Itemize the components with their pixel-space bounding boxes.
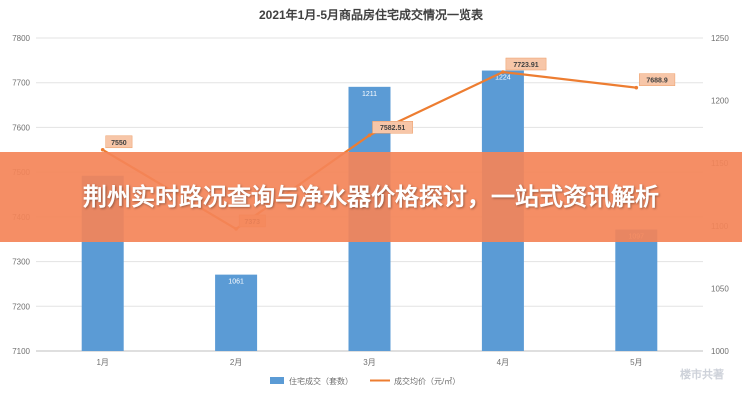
line-value-label-box [505, 57, 547, 71]
y-left-tick-label: 7800 [12, 34, 30, 43]
y-left-tick-label: 7700 [12, 79, 30, 88]
y-right-tick-label: 1000 [711, 347, 729, 356]
y-left-tick-label: 7100 [12, 347, 30, 356]
chart-title: 2021年1月-5月商品房住宅成交情况一览表 [259, 7, 484, 22]
y-right-tick-label: 1050 [711, 284, 729, 293]
legend-label-bar: 住宅成交（套数） [289, 376, 353, 386]
x-tick-label: 4月 [497, 358, 509, 367]
line-point [100, 147, 105, 152]
line-value-label: 7582.51 [380, 125, 405, 132]
line-value-label-box [105, 135, 133, 149]
bar-value-label: 1211 [362, 91, 377, 98]
bar-value-label: 1224 [495, 75, 511, 82]
y-left-tick-label: 7200 [12, 302, 30, 311]
line-value-label-box [372, 120, 413, 134]
x-tick-label: 2月 [230, 358, 242, 367]
y-right-tick-label: 1250 [711, 34, 729, 43]
y-left-tick-label: 7300 [12, 258, 30, 267]
x-tick-label: 3月 [363, 358, 375, 367]
y-right-tick-label: 1200 [711, 97, 729, 106]
legend-swatch-bar [270, 377, 284, 384]
line-value-label-box [639, 73, 676, 86]
line-value-label: 7550 [111, 140, 127, 147]
line-value-label: 7723.91 [513, 62, 538, 69]
watermark-logo: 楼市共著 [680, 368, 724, 381]
line-point [634, 85, 639, 90]
headline-text: 荆州实时路况查询与净水器价格探讨，一站式资讯解析 [83, 183, 659, 211]
legend-label-line: 成交均价（元/㎡） [394, 376, 460, 386]
bar [215, 274, 258, 351]
line-point [501, 70, 505, 74]
line-value-label: 7688.9 [646, 78, 668, 85]
x-tick-label: 5月 [630, 358, 642, 367]
x-tick-label: 1月 [96, 358, 108, 367]
headline-banner: 荆州实时路况查询与净水器价格探讨，一站式资讯解析 [0, 152, 742, 242]
bar-value-label: 1061 [228, 279, 244, 286]
y-left-tick-label: 7600 [12, 123, 30, 132]
line-point [367, 133, 372, 138]
bar [615, 229, 658, 351]
